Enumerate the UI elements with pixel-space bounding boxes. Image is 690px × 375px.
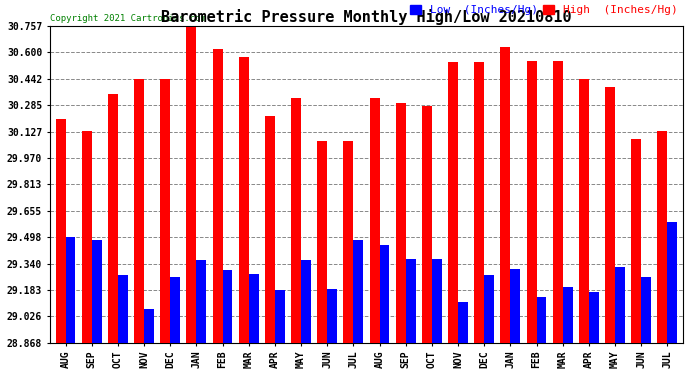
Bar [186,27,197,343]
Bar [422,106,432,343]
Bar [239,57,248,343]
Bar [380,245,389,343]
Bar [562,287,573,343]
Bar [118,275,128,343]
Bar [353,240,364,343]
Bar [134,79,144,343]
Bar [432,259,442,343]
Bar [448,62,458,343]
Bar [589,292,599,343]
Bar [406,259,415,343]
Bar [265,116,275,343]
Bar [144,309,154,343]
Bar [605,87,615,343]
Bar [213,49,223,343]
Bar [667,222,678,343]
Bar [511,268,520,343]
Bar [641,277,651,343]
Bar [344,141,353,343]
Bar [537,297,546,343]
Bar [526,61,537,343]
Bar [170,277,180,343]
Bar [66,237,75,343]
Bar [223,270,233,343]
Bar [458,302,468,343]
Bar [615,267,625,343]
Bar [92,240,101,343]
Bar [327,289,337,343]
Bar [579,79,589,343]
Bar [160,79,170,343]
Bar [484,275,494,343]
Bar [631,140,641,343]
Legend: Low  (Inches/Hg), High  (Inches/Hg): Low (Inches/Hg), High (Inches/Hg) [411,4,678,15]
Bar [81,131,92,343]
Bar [275,291,285,343]
Title: Barometric Pressure Monthly High/Low 20210810: Barometric Pressure Monthly High/Low 202… [161,9,572,25]
Bar [500,47,511,343]
Bar [248,274,259,343]
Bar [474,62,484,343]
Bar [370,98,380,343]
Bar [396,103,406,343]
Bar [553,61,562,343]
Text: Copyright 2021 Cartronics.com: Copyright 2021 Cartronics.com [50,14,206,23]
Bar [658,131,667,343]
Bar [197,260,206,343]
Bar [108,94,118,343]
Bar [301,260,311,343]
Bar [56,119,66,343]
Bar [291,98,301,343]
Bar [317,141,327,343]
